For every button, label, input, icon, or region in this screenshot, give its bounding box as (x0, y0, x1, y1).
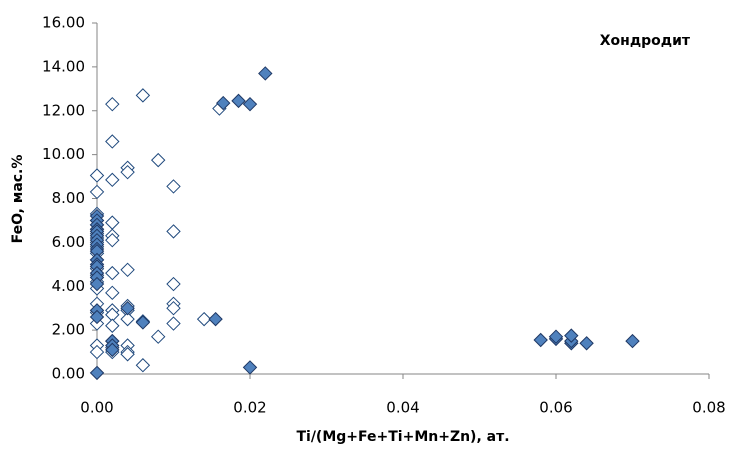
marker (533, 332, 548, 348)
marker (166, 316, 181, 331)
marker (120, 347, 135, 362)
x-axis-title: Ti/(Mg+Fe+Ti+Mn+Zn), ат. (296, 429, 509, 445)
marker (105, 265, 120, 281)
marker (135, 315, 151, 330)
marker (166, 300, 181, 316)
marker (166, 179, 181, 194)
x-tick-label: 0.08 (692, 399, 725, 417)
y-tick-label: 12.00 (42, 101, 85, 119)
marker (548, 329, 564, 344)
x-tick-label: 0.04 (386, 399, 419, 417)
marker (120, 262, 135, 278)
y-tick-label: 2.00 (52, 321, 85, 339)
marker (105, 285, 120, 301)
marker (120, 311, 135, 327)
x-tick-label: 0.06 (539, 399, 572, 417)
y-tick-label: 0.00 (52, 365, 85, 383)
marker (89, 365, 105, 381)
marker (89, 276, 105, 292)
marker (196, 311, 212, 327)
marker (105, 232, 120, 248)
y-tick-label: 4.00 (52, 277, 85, 295)
y-tick-label: 8.00 (52, 189, 85, 207)
marker (105, 318, 120, 333)
marker (89, 184, 105, 200)
marker (216, 95, 231, 111)
marker (135, 88, 151, 103)
marker (150, 152, 166, 168)
marker (105, 172, 120, 188)
marker (105, 215, 120, 230)
x-tick-label: 0.02 (233, 399, 266, 417)
marker (208, 311, 223, 327)
marker (120, 164, 135, 180)
y-tick-label: 16.00 (42, 14, 85, 32)
y-axis-title: FeO, мас.% (10, 155, 26, 244)
marker (150, 329, 166, 344)
y-tick-label: 6.00 (52, 233, 85, 251)
marker (625, 333, 640, 349)
marker (105, 96, 120, 112)
marker (258, 66, 273, 81)
marker (105, 134, 120, 149)
y-tick-label: 10.00 (42, 145, 85, 163)
annotation: Хондродит (600, 33, 691, 49)
marker (89, 344, 105, 360)
marker (242, 96, 258, 112)
marker (89, 309, 105, 325)
x-tick-label: 0.00 (80, 399, 113, 417)
marker (579, 336, 594, 351)
y-tick-label: 14.00 (42, 57, 85, 75)
marker (564, 328, 579, 343)
marker (135, 358, 151, 373)
marker (120, 300, 135, 316)
marker (231, 93, 246, 109)
marker (242, 360, 258, 375)
marker (89, 168, 105, 183)
marker (166, 224, 181, 239)
marker (105, 342, 120, 358)
marker (166, 276, 181, 292)
